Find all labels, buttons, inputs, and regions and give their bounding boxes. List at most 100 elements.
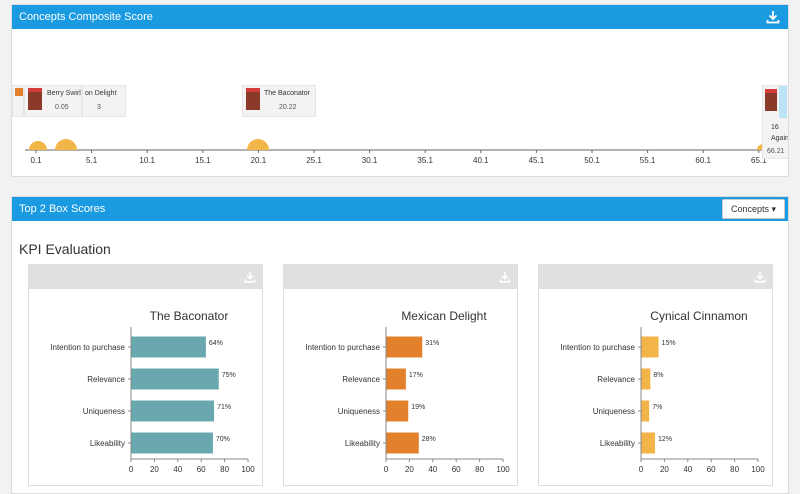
bar[interactable] <box>641 400 650 422</box>
concept-thumb-icon <box>28 88 42 110</box>
kpi-chart-baconator: The Baconator Intention to purchase 64% Rel… <box>50 309 255 474</box>
bar[interactable] <box>386 432 419 454</box>
concept-thumb-icon <box>15 88 23 96</box>
composite-title: Concepts Composite Score <box>19 11 153 23</box>
chart-title: Mexican Delight <box>401 309 487 323</box>
concept-label-mexican-delight[interactable]: on Delight 3 <box>82 85 126 117</box>
download-icon[interactable] <box>754 271 766 283</box>
x-tick-label: 80 <box>220 465 229 474</box>
x-tick-label: 60 <box>452 465 461 474</box>
bubble-mark[interactable] <box>247 139 269 150</box>
category-label: Relevance <box>597 375 635 384</box>
x-tick-label: 0 <box>639 465 644 474</box>
bar-value-label: 15% <box>662 340 676 347</box>
concepts-dropdown-button[interactable]: Concepts ▾ <box>721 199 785 219</box>
card-toolbar <box>29 265 262 289</box>
concept-label-baconator[interactable]: The Baconator 20.22 <box>242 85 316 117</box>
category-label: Uniqueness <box>83 407 125 416</box>
bar-value-label: 19% <box>411 404 425 411</box>
bar-value-label: 75% <box>222 372 236 379</box>
composite-plot: 0.1 5.1 10.1 15.1 20.1 25.1 30.1 35.1 40.1 45.1 50… <box>25 139 772 165</box>
kpi-card-mexican-delight: Mexican Delight Intention to purchase 31% R… <box>283 264 518 486</box>
category-label: Intention to purchase <box>305 343 380 352</box>
x-tick-label: 100 <box>751 465 765 474</box>
composite-tick-label: 55.1 <box>640 156 656 165</box>
category-label: Relevance <box>87 375 125 384</box>
kpi-chart-cynical-cinnamon: Cynical Cinnamon Intention to purchase 15%… <box>560 309 765 474</box>
concept-label-berry-swirl[interactable]: Berry Swirl 0.05 <box>24 85 82 117</box>
bar[interactable] <box>641 368 651 390</box>
bar-value-label: 8% <box>653 372 663 379</box>
bar[interactable] <box>386 400 409 422</box>
kpi-chart-mexican-delight: Mexican Delight Intention to purchase 31% R… <box>305 309 510 474</box>
category-label: Uniqueness <box>338 407 380 416</box>
download-icon[interactable] <box>766 10 780 24</box>
composite-tick-label: 40.1 <box>473 156 489 165</box>
concept-label[interactable] <box>12 85 24 117</box>
scroll-indicator[interactable] <box>779 86 787 118</box>
concept-label-right[interactable]: 16 Again 66.21 <box>762 85 788 159</box>
x-tick-label: 60 <box>707 465 716 474</box>
composite-tick-label: 35.1 <box>417 156 433 165</box>
x-tick-label: 40 <box>173 465 182 474</box>
bar[interactable] <box>131 432 213 454</box>
composite-tick-label: 50.1 <box>584 156 600 165</box>
bar[interactable] <box>131 336 206 358</box>
composite-tick-label: 5.1 <box>86 156 98 165</box>
x-tick-label: 20 <box>405 465 414 474</box>
x-tick-label: 0 <box>129 465 134 474</box>
bar[interactable] <box>386 336 423 358</box>
x-tick-label: 20 <box>660 465 669 474</box>
bar-value-label: 70% <box>216 436 230 443</box>
x-tick-label: 80 <box>730 465 739 474</box>
composite-tick-label: 20.1 <box>251 156 267 165</box>
composite-tick-label: 65.1 <box>751 156 767 165</box>
category-label: Intention to purchase <box>560 343 635 352</box>
category-label: Likeability <box>90 439 125 448</box>
x-tick-label: 40 <box>683 465 692 474</box>
chart-title: The Baconator <box>150 309 229 323</box>
bar[interactable] <box>131 368 219 390</box>
bar-value-label: 28% <box>422 436 436 443</box>
category-label: Likeability <box>345 439 380 448</box>
top2-header: Top 2 Box Scores Concepts ▾ <box>12 197 788 221</box>
concept-thumb-icon <box>246 88 260 110</box>
category-label: Uniqueness <box>593 407 635 416</box>
bar[interactable] <box>386 368 406 390</box>
composite-header: Concepts Composite Score <box>12 5 788 29</box>
x-tick-label: 100 <box>496 465 510 474</box>
chart-title: Cynical Cinnamon <box>650 309 747 323</box>
composite-tick-label: 30.1 <box>362 156 378 165</box>
x-tick-label: 40 <box>428 465 437 474</box>
x-tick-label: 80 <box>475 465 484 474</box>
kpi-evaluation-title: KPI Evaluation <box>19 241 111 257</box>
bar-value-label: 64% <box>209 340 223 347</box>
bubble-mark[interactable] <box>55 139 77 150</box>
kpi-card-cynical-cinnamon: Cynical Cinnamon Intention to purchase 15%… <box>538 264 773 486</box>
composite-tick-label: 60.1 <box>695 156 711 165</box>
download-icon[interactable] <box>244 271 256 283</box>
card-toolbar <box>539 265 772 289</box>
x-tick-label: 20 <box>150 465 159 474</box>
composite-tick-label: 45.1 <box>529 156 545 165</box>
bar[interactable] <box>641 432 656 454</box>
kpi-card-baconator: The Baconator Intention to purchase 64% Rel… <box>28 264 263 486</box>
bar-value-label: 31% <box>425 340 439 347</box>
category-label: Likeability <box>600 439 635 448</box>
bar[interactable] <box>131 400 215 422</box>
x-tick-label: 100 <box>241 465 255 474</box>
concept-thumb-icon <box>765 89 777 111</box>
bar[interactable] <box>641 336 659 358</box>
composite-tick-label: 15.1 <box>195 156 211 165</box>
category-label: Intention to purchase <box>50 343 125 352</box>
download-icon[interactable] <box>499 271 511 283</box>
bar-value-label: 7% <box>652 404 662 411</box>
top2-title: Top 2 Box Scores <box>19 203 106 215</box>
x-tick-label: 0 <box>384 465 389 474</box>
bubble-mark[interactable] <box>29 141 47 150</box>
bar-value-label: 17% <box>409 372 423 379</box>
bar-value-label: 12% <box>658 436 672 443</box>
x-tick-label: 60 <box>197 465 206 474</box>
composite-tick-label: 0.1 <box>30 156 42 165</box>
composite-tick-label: 10.1 <box>139 156 155 165</box>
